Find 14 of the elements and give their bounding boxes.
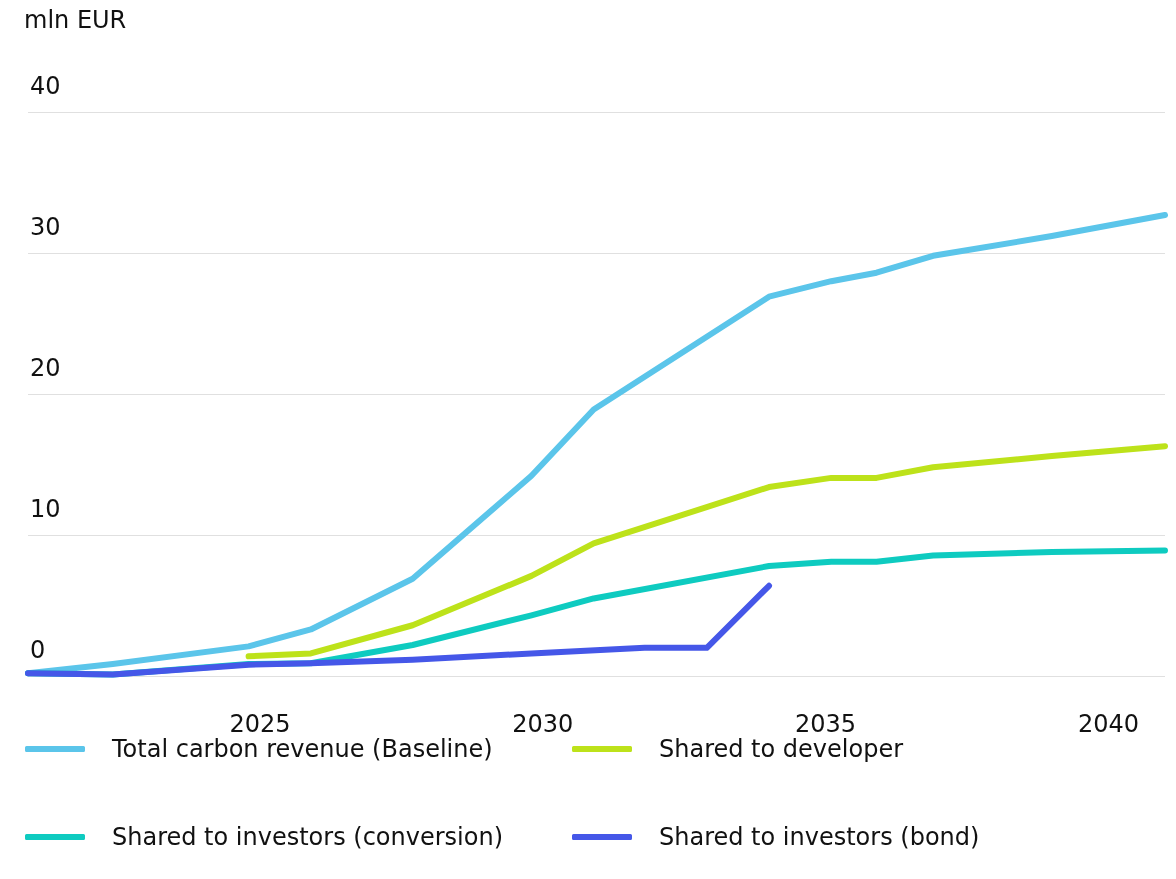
legend-label: Shared to investors (conversion) <box>112 823 504 851</box>
legend-label: Shared to developer <box>659 735 904 763</box>
y-tick-label: 40 <box>30 72 61 100</box>
y-tick-label: 10 <box>30 495 61 523</box>
x-tick-label: 2025 <box>229 710 291 738</box>
legend-label: Shared to investors (bond) <box>659 823 980 851</box>
y-tick-label: 30 <box>30 213 61 241</box>
x-tick-label: 2030 <box>512 710 574 738</box>
y-tick-label: 20 <box>30 354 61 382</box>
legend-label: Total carbon revenue (Baseline) <box>111 735 493 763</box>
y-tick-label: 0 <box>30 636 46 664</box>
x-tick-label: 2035 <box>795 710 857 738</box>
x-tick-label: 2040 <box>1077 710 1139 738</box>
y-axis-title: mln EUR <box>24 6 127 34</box>
